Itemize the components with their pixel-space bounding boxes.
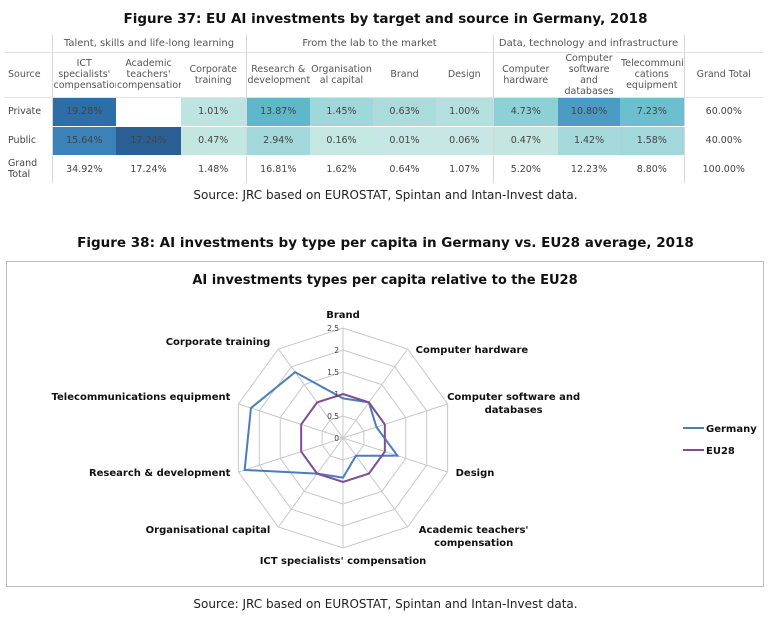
spoke-label: Computer software and databases xyxy=(447,392,580,416)
table-row-public: Public 15.64% 17.24% 0.47% 2.94% 0.16% 0… xyxy=(4,126,764,156)
column-header: Organisation al capital xyxy=(310,52,373,98)
radial-tick-label: 2 xyxy=(334,346,339,355)
radial-tick-label: 1.5 xyxy=(327,368,339,377)
table-cell: 1.62% xyxy=(326,163,357,175)
figure-38-title: Figure 38: AI investments by type per ca… xyxy=(77,235,694,251)
column-header: Telecommuni cations equipment xyxy=(620,52,685,98)
grand-total-header: Grand Total xyxy=(684,52,764,98)
column-header: ICT specialists' compensation xyxy=(52,52,116,98)
table-cell: 1.45% xyxy=(310,97,373,127)
spoke-label: Research & development xyxy=(89,468,231,479)
empty-corner-right xyxy=(684,35,764,53)
radial-tick-label: 0 xyxy=(334,434,339,443)
row-label: Private xyxy=(4,97,53,127)
column-header: Design xyxy=(436,52,494,98)
grid-spoke xyxy=(277,437,344,528)
row-label: Public xyxy=(4,126,53,156)
radial-tick-label: 0.5 xyxy=(327,412,339,421)
spoke-label: Computer hardware xyxy=(416,345,529,356)
table-cell: 34.92% xyxy=(66,163,103,175)
group-header-lab: From the lab to the market xyxy=(246,35,494,53)
radial-tick-label: 2.5 xyxy=(327,324,339,333)
column-header: Computer software and databases xyxy=(558,52,621,98)
spoke-label-line: Academic teachers' xyxy=(419,525,529,536)
row-label: Grand Total xyxy=(4,155,53,183)
table-cell: 0.16% xyxy=(310,126,373,156)
table-row-private: Private 19.28% 1.01% 13.87% 1.45% 0.63% … xyxy=(4,97,764,127)
table-cell: 0.47% xyxy=(493,126,559,156)
table-cell: 10.80% xyxy=(558,97,621,127)
legend-label-germany: Germany xyxy=(706,424,757,435)
table-cell xyxy=(116,97,181,127)
investment-table: Talent, skills and life-long learning Fr… xyxy=(4,35,764,183)
empty-corner xyxy=(4,35,53,53)
table-cell: 16.81% xyxy=(260,163,297,175)
row-total: 60.00% xyxy=(684,97,764,127)
table-cell: 15.64% xyxy=(52,126,116,156)
row-total: 100.00% xyxy=(702,163,745,175)
grid-spoke xyxy=(342,437,409,528)
figure-37-title: Figure 37: EU AI investments by target a… xyxy=(123,11,648,27)
spoke-label-line: databases xyxy=(485,405,543,416)
table-cell: 1.42% xyxy=(558,126,621,156)
table-cell: 0.64% xyxy=(389,163,420,175)
table-cell: 1.07% xyxy=(436,155,494,183)
group-header-data: Data, technology and infrastructure xyxy=(493,35,685,53)
table-cell: 0.63% xyxy=(373,97,436,127)
table-cell: 17.24% xyxy=(130,163,167,175)
group-header-talent: Talent, skills and life-long learning xyxy=(52,35,247,53)
radar-chart-frame: AI investments types per capita relative… xyxy=(6,261,764,587)
table-cell: 4.73% xyxy=(493,97,559,127)
table-cell: 19.28% xyxy=(52,97,116,127)
column-header: Academic teachers' compensation xyxy=(116,52,181,98)
column-header: Brand xyxy=(373,52,436,98)
column-header: Corporate training xyxy=(181,52,247,98)
table-cell: 13.87% xyxy=(246,97,310,127)
chart-title: AI investments types per capita relative… xyxy=(192,273,577,288)
spoke-label-line: Computer software and xyxy=(447,392,580,403)
spoke-label: Design xyxy=(456,468,495,479)
spoke-label: ICT specialists' compensation xyxy=(260,556,427,567)
table-cell: 0.47% xyxy=(181,126,247,156)
source-header: Source xyxy=(4,52,53,98)
spoke-label-line: compensation xyxy=(434,538,513,549)
grid-spoke xyxy=(238,403,344,439)
column-header: Computer hardware xyxy=(493,52,559,98)
grid-spoke xyxy=(342,403,448,439)
spoke-label: Brand xyxy=(326,310,360,321)
grid-spoke xyxy=(277,348,344,439)
table-cell: 7.23% xyxy=(620,97,685,127)
table-cell: 5.20% xyxy=(510,163,541,175)
table-cell: 17.24% xyxy=(116,126,181,156)
series-line-germany xyxy=(243,370,400,479)
column-header: Research & development xyxy=(246,52,310,98)
figure-37-source: Source: JRC based on EUROSTAT, Spintan a… xyxy=(193,188,578,202)
table-cell: 0.01% xyxy=(373,126,436,156)
table-cell: 2.94% xyxy=(246,126,310,156)
table-cell: 1.01% xyxy=(181,97,247,127)
table-cell: 1.00% xyxy=(436,97,494,127)
spoke-label: Telecommunications equipment xyxy=(52,392,231,403)
table-cell: 12.23% xyxy=(570,163,608,175)
table-cell: 8.80% xyxy=(620,155,685,183)
spoke-label: Academic teachers' compensation xyxy=(419,525,529,549)
figure-38-source: Source: JRC based on EUROSTAT, Spintan a… xyxy=(193,597,578,611)
grid-spoke xyxy=(342,348,409,439)
radial-tick-label: 1 xyxy=(334,390,339,399)
spoke-label: Corporate training xyxy=(166,337,271,348)
table-cell: 0.06% xyxy=(436,126,494,156)
spoke-label: Organisational capital xyxy=(146,525,271,536)
table-cell: 1.48% xyxy=(181,155,247,183)
row-total: 40.00% xyxy=(684,126,764,156)
radar-chart: AI investments types per capita relative… xyxy=(52,273,758,567)
table-row-grand-total: Grand Total 34.92% 17.24% 1.48% 16.81% 1… xyxy=(4,155,763,183)
series-line-eu28 xyxy=(300,392,386,484)
legend-label-eu28: EU28 xyxy=(706,446,735,457)
table-cell: 1.58% xyxy=(620,126,685,156)
grid-spoke xyxy=(238,437,344,473)
